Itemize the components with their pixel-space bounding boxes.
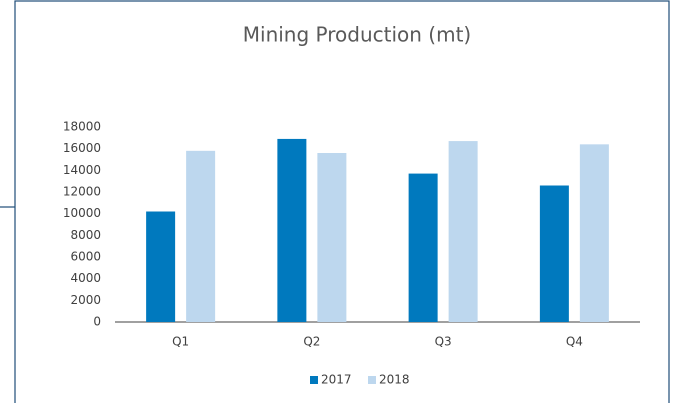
bar xyxy=(408,173,438,322)
legend-label: 2017 xyxy=(321,373,352,387)
bar xyxy=(579,144,609,322)
y-tick-label: 18000 xyxy=(63,120,101,134)
y-tick-label: 10000 xyxy=(63,206,101,220)
bar xyxy=(317,153,347,322)
bar xyxy=(186,150,216,322)
x-tick-label: Q2 xyxy=(303,335,320,349)
bar xyxy=(448,141,478,322)
y-tick-label: 14000 xyxy=(63,163,101,177)
y-tick-label: 2000 xyxy=(70,293,101,307)
y-tick-label: 16000 xyxy=(63,141,101,155)
x-tick-label: Q4 xyxy=(566,335,583,349)
chart-title: Mining Production (mt) xyxy=(243,23,471,47)
bar xyxy=(146,211,176,322)
y-tick-label: 12000 xyxy=(63,185,101,199)
bar xyxy=(539,185,569,322)
y-tick-label: 8000 xyxy=(70,228,101,242)
x-tick-label: Q1 xyxy=(172,335,189,349)
bar xyxy=(277,138,307,322)
y-tick-label: 6000 xyxy=(70,250,101,264)
y-tick-label: 4000 xyxy=(70,271,101,285)
legend-label: 2018 xyxy=(379,373,410,387)
legend-swatch xyxy=(368,376,376,384)
legend-swatch xyxy=(310,376,318,384)
x-tick-label: Q3 xyxy=(435,335,452,349)
y-tick-label: 0 xyxy=(93,315,101,329)
